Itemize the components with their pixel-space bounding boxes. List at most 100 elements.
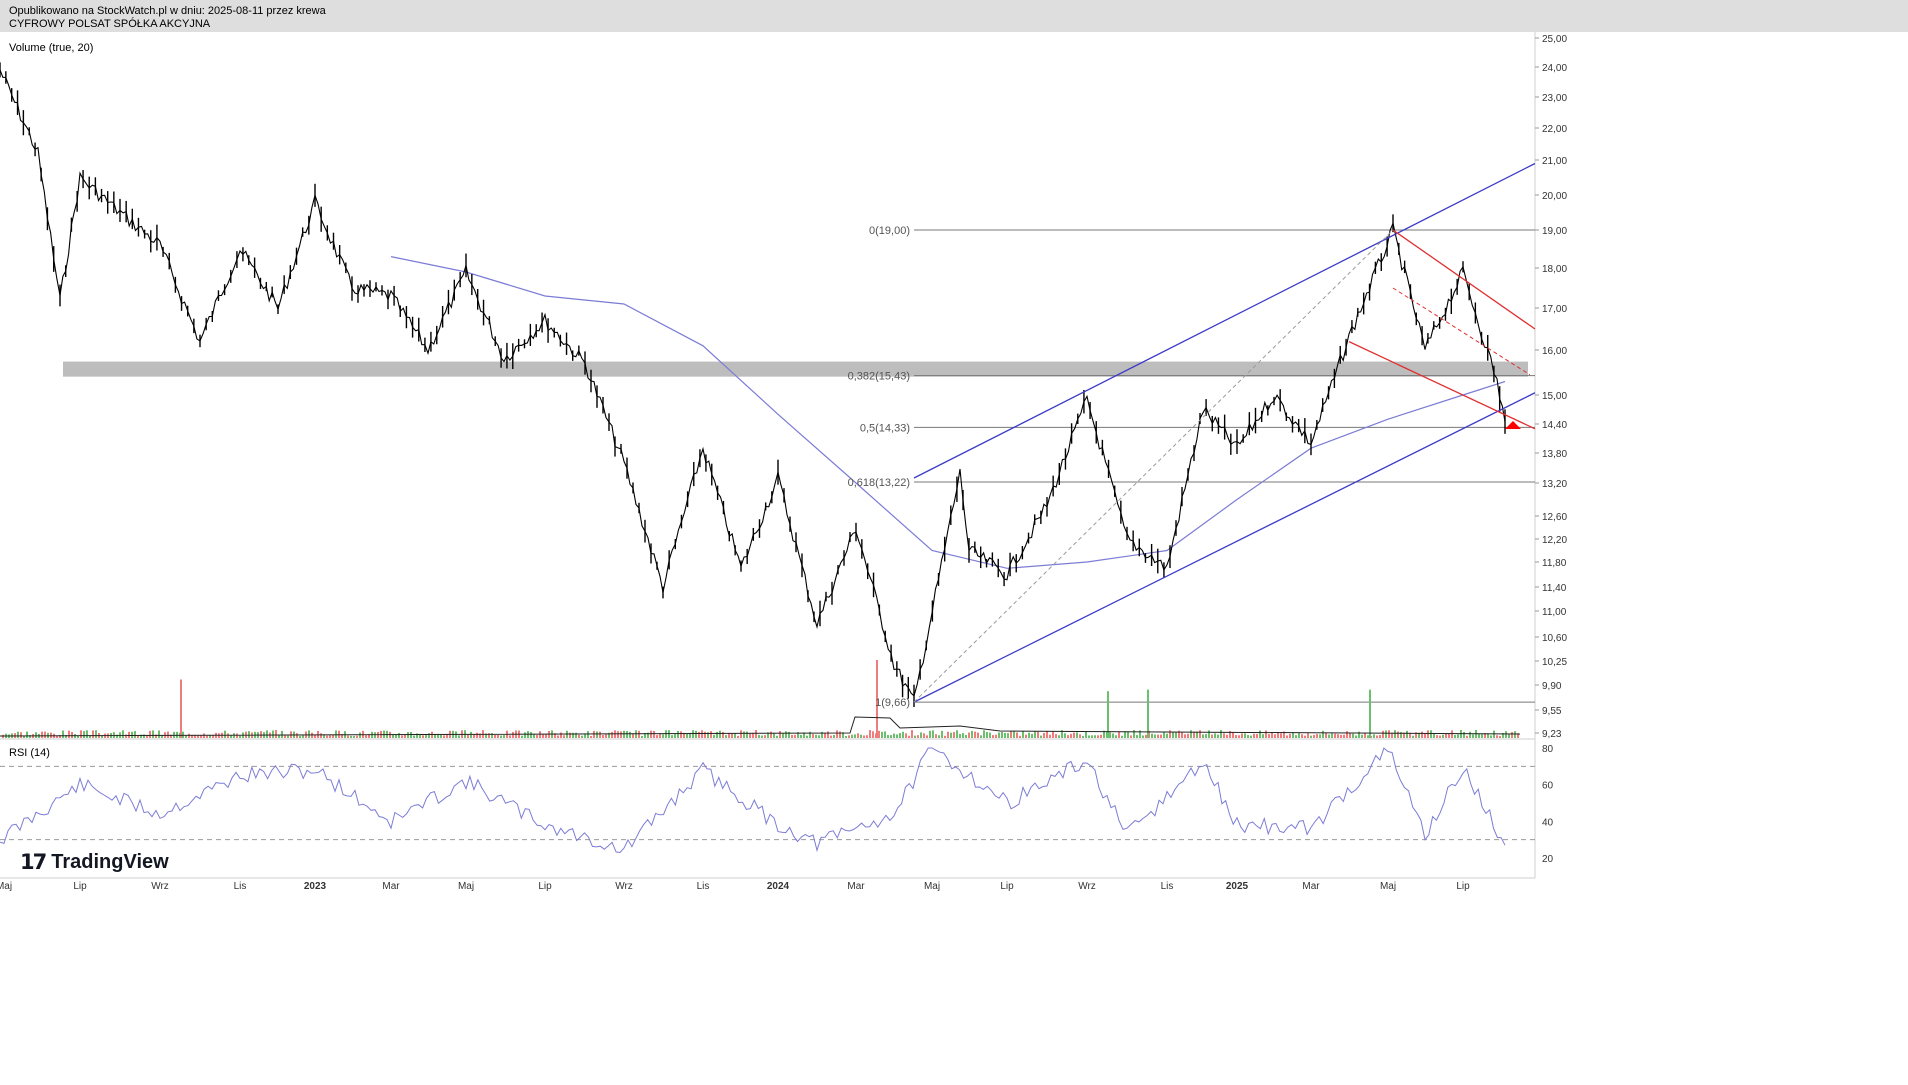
fib-level-label: 0,382(15,43)	[848, 371, 910, 383]
volume-bar	[1478, 733, 1480, 738]
y-axis-tick-label: 19,00	[1542, 226, 1567, 237]
volume-bar	[1268, 734, 1270, 738]
volume-bar	[1130, 735, 1132, 738]
volume-bar	[683, 732, 685, 738]
volume-bar	[974, 731, 976, 738]
volume-bar	[1247, 734, 1249, 738]
rsi-axis-tick-label: 20	[1542, 854, 1554, 865]
volume-bar	[116, 734, 118, 738]
volume-bar	[644, 732, 646, 738]
volume-bar	[1037, 731, 1039, 738]
volume-bar	[941, 730, 943, 738]
volume-bar	[1298, 732, 1300, 738]
volume-bar	[839, 731, 841, 738]
volume-bar	[620, 731, 622, 738]
volume-bar	[434, 733, 436, 738]
volume-bar	[785, 731, 787, 738]
volume-bar-spike	[1147, 689, 1149, 738]
volume-bar	[281, 730, 283, 738]
volume-bar	[1061, 730, 1063, 738]
volume-bar	[419, 733, 421, 738]
chart-header: Opublikowano na StockWatch.pl w dniu: 20…	[0, 0, 1908, 32]
volume-bar	[1136, 735, 1138, 738]
volume-bar	[1415, 732, 1417, 738]
volume-bar	[140, 734, 142, 738]
volume-bar	[194, 734, 196, 738]
volume-bar	[365, 735, 367, 738]
x-axis-tick-label: Lis	[1161, 881, 1174, 892]
volume-bar	[1127, 731, 1129, 738]
volume-bar	[1514, 731, 1516, 738]
y-axis-tick-label: 12,20	[1542, 535, 1567, 546]
volume-bar	[899, 733, 901, 738]
x-axis-tick-label: Lip	[1000, 881, 1014, 892]
volume-bar	[170, 734, 172, 738]
volume-bar	[491, 733, 493, 738]
volume-bar	[575, 732, 577, 738]
volume-bar	[29, 735, 31, 738]
volume-bar	[659, 733, 661, 738]
x-axis-tick-label: Lip	[538, 881, 552, 892]
volume-bar	[224, 730, 226, 738]
volume-bar	[1490, 735, 1492, 738]
volume-bar	[1229, 730, 1231, 738]
volume-bar	[200, 735, 202, 738]
volume-bar	[1022, 731, 1024, 738]
volume-bar	[1001, 731, 1003, 738]
volume-bar	[488, 733, 490, 738]
volume-bar	[914, 735, 916, 738]
volume-bar	[1154, 734, 1156, 738]
volume-bar	[845, 735, 847, 738]
volume-bar	[500, 735, 502, 738]
volume-bar	[137, 735, 139, 738]
volume-bar	[1439, 735, 1441, 738]
y-axis-tick-label: 13,20	[1542, 479, 1567, 490]
rsi-title: RSI (14)	[9, 747, 50, 759]
volume-bar	[239, 735, 241, 738]
volume-bar	[335, 730, 337, 738]
y-axis-tick-label: 23,00	[1542, 93, 1567, 104]
volume-bar	[806, 735, 808, 738]
volume-bar	[1358, 731, 1360, 738]
volume-bar	[86, 730, 88, 738]
volume-bar	[545, 734, 547, 738]
volume-bar	[1121, 735, 1123, 738]
volume-bar	[182, 731, 184, 738]
volume-bar	[1193, 731, 1195, 738]
volume-bar	[530, 732, 532, 738]
volume-bar	[1202, 734, 1204, 738]
volume-bar	[980, 735, 982, 738]
volume-bar	[1118, 731, 1120, 738]
volume-bar	[890, 735, 892, 738]
x-axis-tick-label: Maj	[924, 881, 940, 892]
volume-bar	[1337, 734, 1339, 738]
volume-bar	[776, 735, 778, 738]
volume-bar	[1205, 734, 1207, 738]
volume-bar	[1307, 733, 1309, 738]
volume-bar	[881, 731, 883, 738]
volume-bar	[1508, 733, 1510, 738]
volume-bar	[650, 730, 652, 738]
y-axis-tick-label: 24,00	[1542, 63, 1567, 74]
volume-bar	[821, 731, 823, 738]
volume-bar	[512, 732, 514, 738]
volume-bar	[1310, 735, 1312, 738]
volume-bar	[1019, 735, 1021, 738]
volume-bar	[803, 732, 805, 738]
volume-bar	[833, 734, 835, 738]
volume-bar	[911, 730, 913, 738]
volume-bar	[1433, 733, 1435, 738]
volume-bar	[917, 735, 919, 738]
volume-bar	[731, 733, 733, 738]
y-axis-tick-label: 18,00	[1542, 264, 1567, 275]
volume-bar	[1007, 733, 1009, 738]
volume-bar	[848, 735, 850, 738]
volume-bar	[287, 735, 289, 738]
volume-bar	[323, 734, 325, 738]
x-axis-tick-label: Maj	[0, 881, 12, 892]
rsi-line	[0, 747, 1506, 854]
volume-bar	[524, 732, 526, 738]
volume-bar	[479, 733, 481, 738]
volume-bar	[1448, 733, 1450, 738]
